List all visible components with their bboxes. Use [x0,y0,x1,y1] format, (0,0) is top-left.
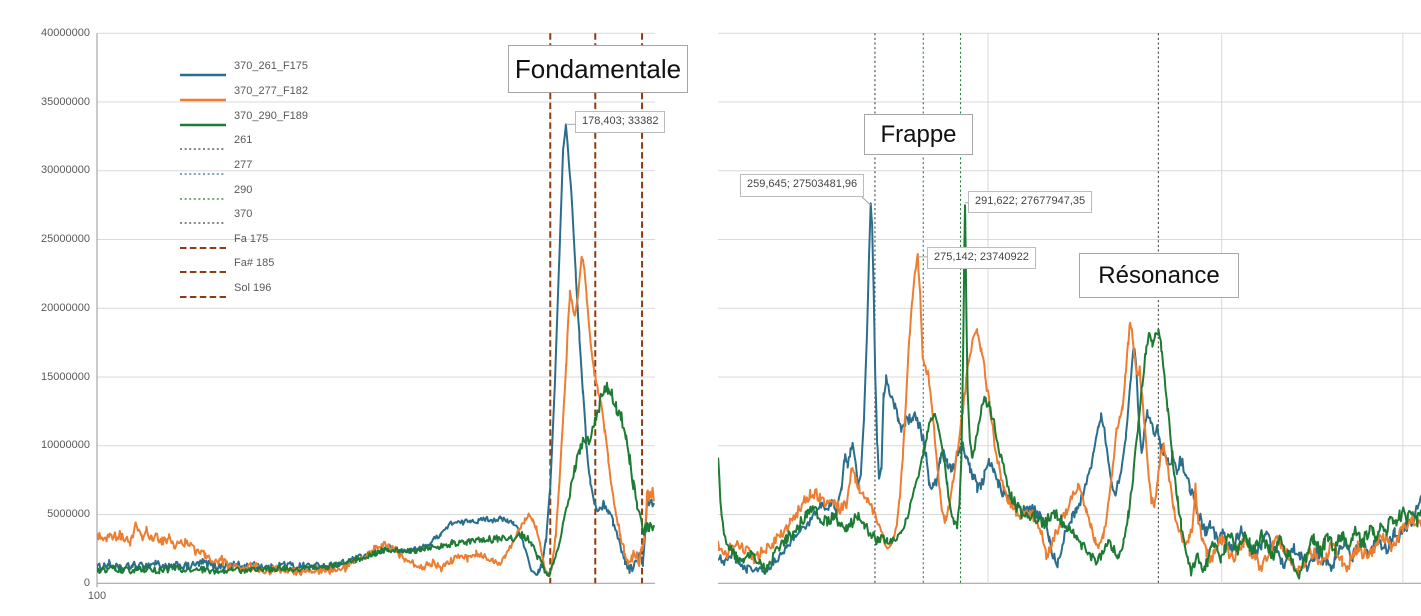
legend-item-370: 370 [180,202,308,227]
legend-label: 261 [234,134,253,147]
legend-line-swatch [180,64,226,77]
annotation-resonance: Résonance [1079,253,1239,298]
legend: 370_261_F175 370_277_F182 370_290_F189 261 2… [180,54,308,300]
y-tick-label: 25000000 [41,233,90,246]
y-tick-label: 5000000 [47,508,90,521]
callout-leader-line [861,196,872,206]
y-tick-label: 30000000 [41,164,90,177]
y-tick-label: 15000000 [41,370,90,383]
legend-line-swatch [180,286,226,299]
legend-label: 277 [234,158,253,171]
legend-line-swatch [180,138,226,150]
legend-label: 370_290_F189 [234,109,309,122]
legend-line-swatch [180,212,226,224]
y-tick-label: 20000000 [41,301,90,314]
legend-item-sol-196: Sol 196 [180,276,308,301]
data-label-frappe-orange-peak: 275,142; 23740922 [927,247,1036,269]
legend-item-fa-175: Fa 175 [180,226,308,251]
series-line-370_290_F189 [97,381,655,578]
y-tick-label: 0 [83,576,90,589]
data-label-frappe-green-peak: 291,622; 27677947,35 [968,191,1093,213]
y-tick-label: 40000000 [41,26,90,39]
legend-line-swatch [180,114,226,126]
legend-label: 370_277_F182 [234,84,309,97]
legend-label: 370 [234,208,253,221]
legend-item-277: 277 [180,153,308,178]
legend-item-370-277-f182: 370_277_F182 [180,79,308,104]
data-label-frappe-blue-peak: 259,645; 27503481,96 [740,174,865,197]
data-label-fondamentale-peak: 178,403; 33382 [575,111,666,133]
series-line-370_290_F189 [718,204,1421,580]
legend-line-swatch [180,261,226,274]
legend-item-fa-185: Fa# 185 [180,251,308,276]
legend-item-370-290-f189: 370_290_F189 [180,103,308,128]
y-tick-label: 35000000 [41,95,90,108]
legend-label: Fa# 185 [234,257,275,270]
y-tick-label: 10000000 [41,439,90,452]
legend-item-370-261-f175: 370_261_F175 [180,54,308,79]
legend-label: Fa 175 [234,232,269,245]
legend-line-swatch [180,89,226,102]
series-line-370_277_F182 [97,255,655,577]
series-line-370_261_F175 [718,202,1421,575]
annotation-frappe: Frappe [864,114,973,155]
legend-label: 370_261_F175 [234,60,309,73]
legend-label: Sol 196 [234,282,272,295]
legend-line-swatch [180,163,226,175]
legend-label: 290 [234,183,253,196]
x-axis-tick-label: 100 [87,590,107,602]
legend-item-261: 261 [180,128,308,153]
legend-line-swatch [180,237,226,249]
annotation-fondamentale: Fondamentale [508,45,688,93]
legend-item-290: 290 [180,177,308,202]
legend-line-swatch [180,188,226,200]
